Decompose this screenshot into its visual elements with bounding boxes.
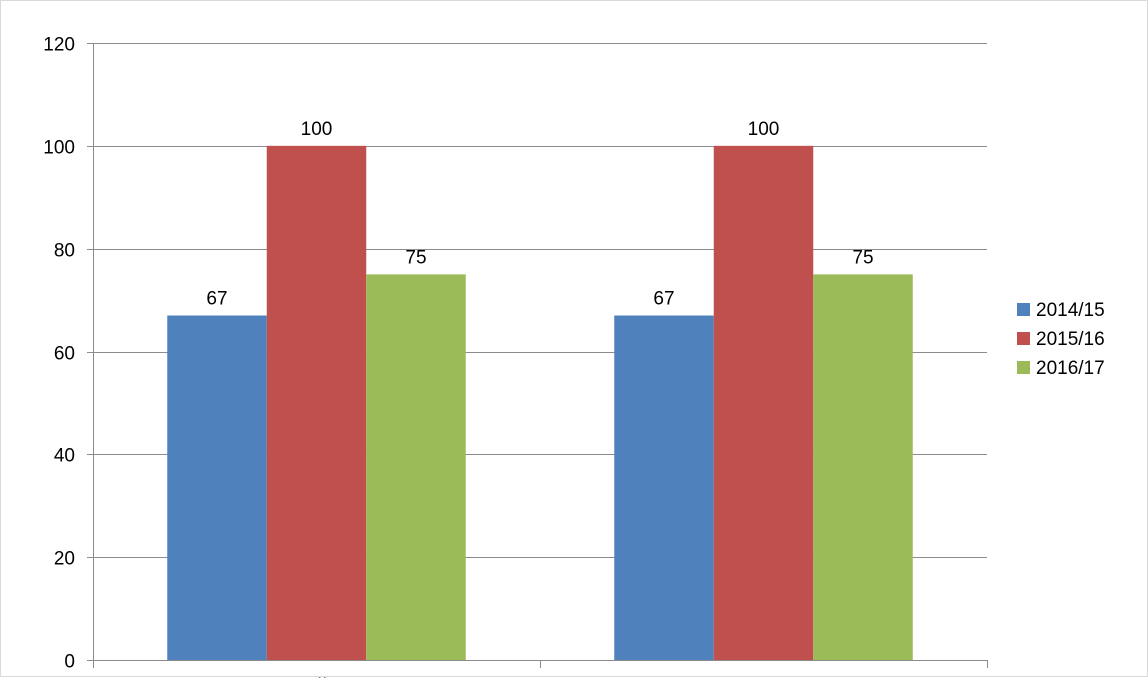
data-label: 100 (301, 119, 333, 140)
y-tick-label: 20 (54, 549, 75, 570)
bar (366, 274, 466, 660)
data-label: 67 (206, 289, 227, 310)
y-tick-label: 60 (54, 344, 75, 365)
legend-label: 2016/17 (1036, 358, 1105, 379)
bar (714, 146, 814, 660)
y-tick-label: 0 (64, 652, 75, 673)
y-tick-label: 40 (54, 446, 75, 467)
bar (614, 316, 714, 660)
legend-swatch (1017, 332, 1030, 345)
y-tick-label: 80 (54, 241, 75, 262)
data-label: 75 (852, 247, 873, 268)
bar (167, 316, 267, 660)
legend-swatch (1017, 361, 1030, 374)
legend-label: 2015/16 (1036, 329, 1105, 350)
bars (167, 146, 913, 660)
bar (813, 274, 913, 660)
y-tick-label: 100 (43, 138, 75, 159)
y-tick-label: 120 (43, 35, 75, 56)
data-label: 67 (653, 289, 674, 310)
legend-swatch (1017, 303, 1030, 316)
legend: 2014/15 2015/16 2016/17 (1017, 300, 1105, 379)
data-label: 100 (748, 119, 780, 140)
bar (267, 146, 367, 660)
legend-label: 2014/15 (1036, 300, 1105, 321)
data-label: 75 (405, 247, 426, 268)
